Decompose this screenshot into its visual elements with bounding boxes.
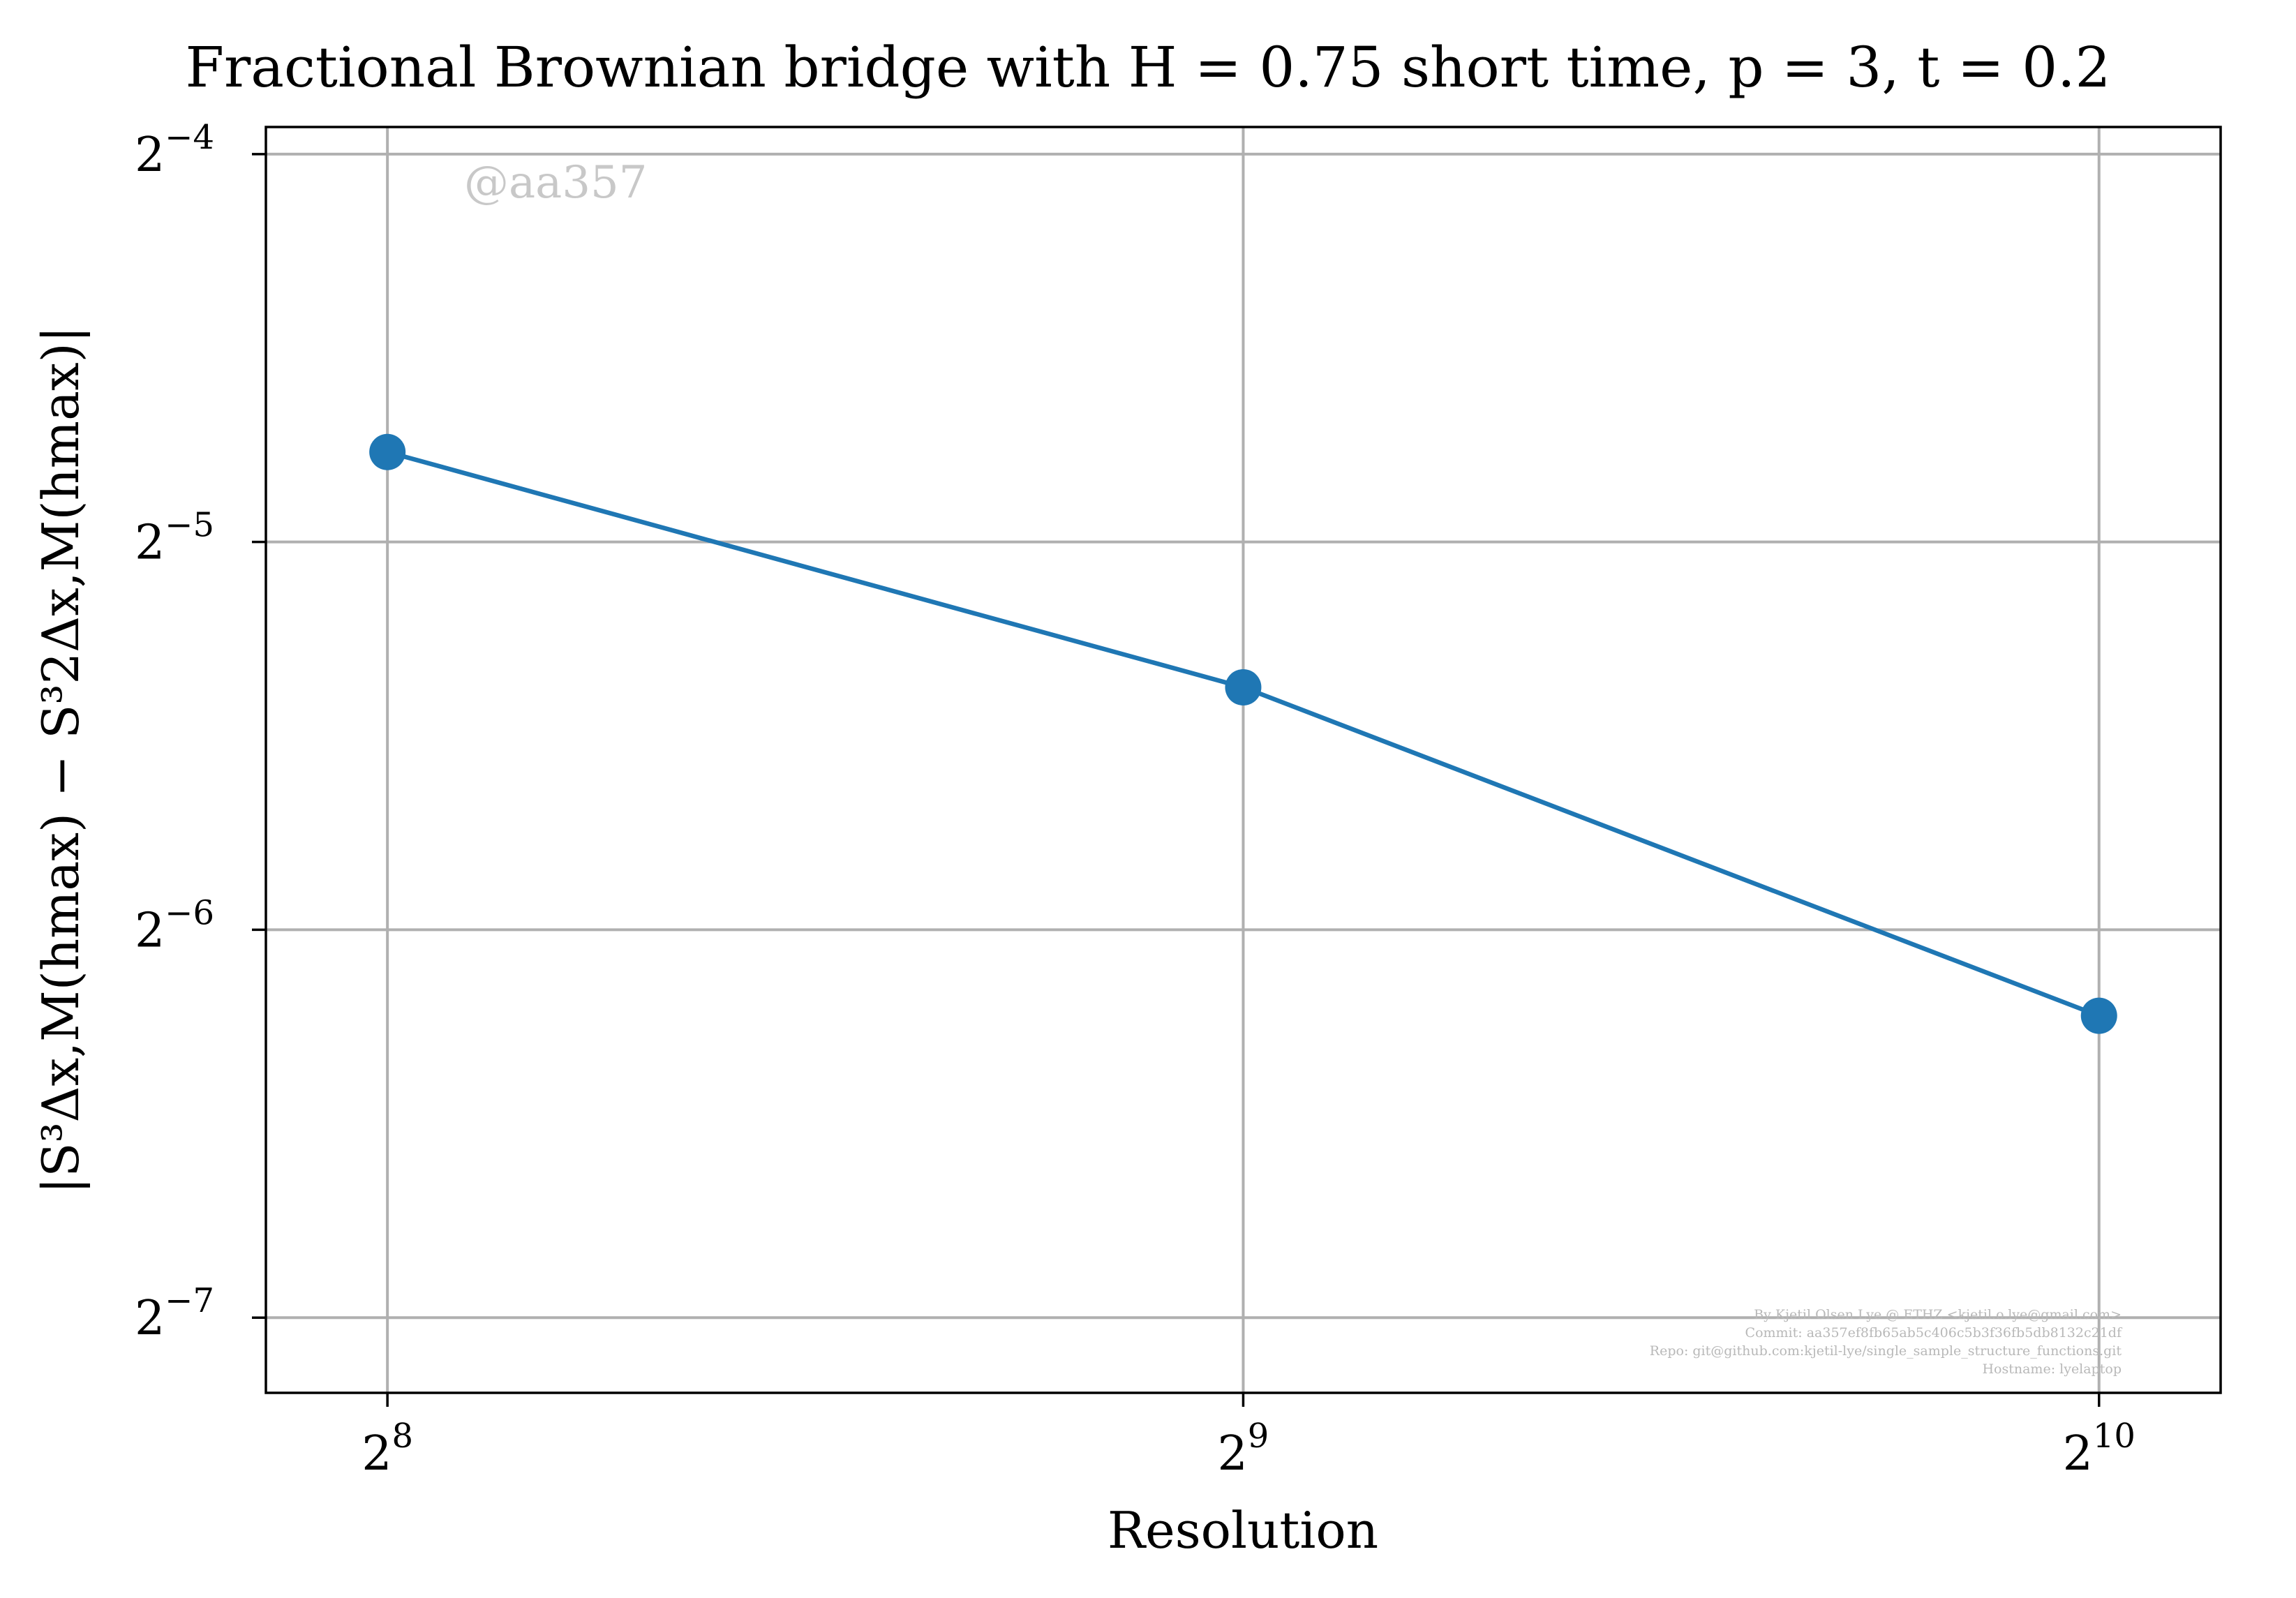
credit-line-commit: Commit: aa357ef8fb65ab5c406c5b3f36fb5db8… (1745, 1325, 2123, 1341)
x-tick-label: 28 (361, 1417, 413, 1481)
y-tick-label: 2−5 (135, 506, 214, 571)
y-tick-label-base: 2 (135, 1291, 165, 1346)
data-point (1225, 669, 1262, 705)
credit-line-author: By Kjetil Olsen Lye @ ETHZ <kjetil.o.lye… (1754, 1307, 2122, 1322)
credits-block: By Kjetil Olsen Lye @ ETHZ <kjetil.o.lye… (1650, 1307, 2123, 1377)
data-point (2080, 997, 2117, 1034)
y-tick-label-exponent: −5 (165, 506, 214, 545)
x-tick-label-base: 2 (1218, 1426, 1248, 1481)
series-layer (369, 433, 2117, 1034)
y-tick-label-base: 2 (135, 516, 165, 571)
x-tick-label: 29 (1218, 1417, 1269, 1481)
x-tick-label-exponent: 8 (392, 1417, 414, 1456)
y-tick-label-exponent: −6 (165, 893, 214, 932)
y-tick-label-exponent: −7 (165, 1281, 214, 1320)
credit-line-repo: Repo: git@github.com:kjetil-lye/single_s… (1650, 1343, 2122, 1359)
y-tick-label-exponent: −4 (165, 118, 214, 157)
x-tick-label-exponent: 10 (2093, 1417, 2135, 1456)
y-axis-label: |S³Δx,M(hmax) − S³2Δx,M(hmax)| (31, 326, 90, 1194)
x-axis-label: Resolution (1108, 1501, 1378, 1560)
y-tick-label-base: 2 (135, 128, 165, 183)
y-tick-label: 2−4 (135, 118, 214, 183)
data-point (369, 433, 406, 470)
x-tick-label: 210 (2063, 1417, 2135, 1481)
y-tick-label: 2−6 (135, 893, 214, 958)
y-tick-label-base: 2 (135, 903, 165, 958)
chart-title: Fractional Brownian bridge with H = 0.75… (186, 35, 2111, 100)
x-tick-label-exponent: 9 (1248, 1417, 1269, 1456)
y-tick-label: 2−7 (135, 1281, 214, 1346)
grid (266, 127, 2221, 1393)
credit-line-hostname: Hostname: lyelaptop (1982, 1361, 2122, 1377)
x-tick-label-base: 2 (361, 1426, 392, 1481)
x-tick-label-base: 2 (2063, 1426, 2093, 1481)
watermark: @aa357 (464, 157, 647, 209)
